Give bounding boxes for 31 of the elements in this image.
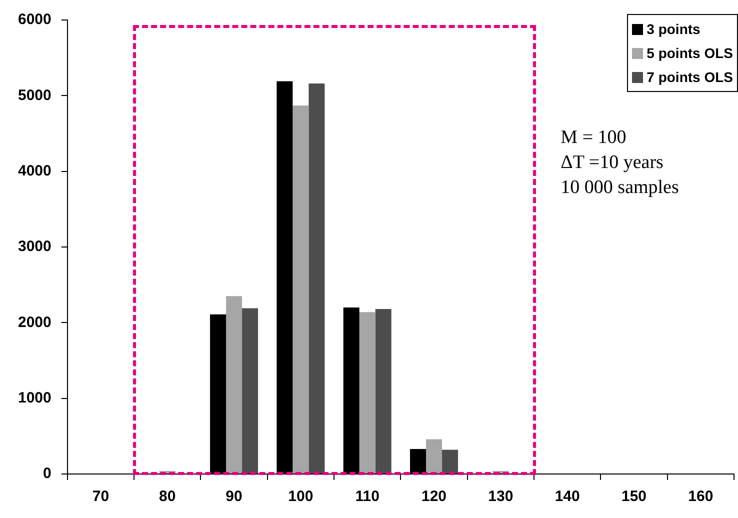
x-tick-label: 150 [621,488,647,506]
x-tick-label: 120 [422,488,447,506]
y-tick-label: 5000 [18,86,52,104]
y-tick-label: 0 [43,465,52,482]
x-tick-label: 110 [355,488,380,506]
bar [426,439,442,474]
annotation: 10 000 samples [560,176,679,200]
x-tick-label: 90 [226,488,242,506]
x-tick-label: 130 [488,488,514,506]
bar [242,308,258,474]
x-tick-label: 80 [159,488,176,506]
x-tick-label: 140 [554,488,580,506]
y-tick-label: 1000 [18,389,52,406]
legend-label: 7 points OLS [646,69,733,85]
legend-label: 5 points OLS [646,45,733,61]
y-tick-label: 3000 [18,238,52,256]
y-tick-label: 4000 [18,162,52,180]
legend-label: 3 points [646,21,700,37]
annotation: M = 100 [560,126,628,150]
bar [375,309,392,474]
bar [292,106,309,474]
y-tick-label: 2000 [18,314,52,331]
bar [442,450,458,474]
x-tick-label: 100 [288,488,314,506]
x-tick-label: 70 [92,488,110,506]
annotation: ΔT =10 years [560,151,664,175]
x-tick-label: 160 [688,488,714,506]
y-tick-label: 6000 [18,11,52,28]
bar [359,312,376,474]
bar [308,84,325,474]
bar [226,296,242,474]
